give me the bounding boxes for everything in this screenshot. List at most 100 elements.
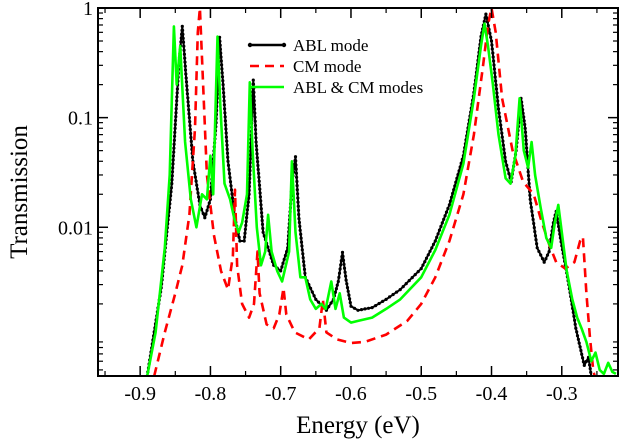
series-marker-abl-mode <box>168 198 172 202</box>
series-marker-abl-mode <box>188 120 192 124</box>
series-marker-abl-mode <box>224 123 228 127</box>
series-marker-abl-mode <box>359 308 364 312</box>
series-marker-abl-mode <box>544 257 548 261</box>
series-marker-abl-mode <box>294 159 298 163</box>
series-marker-abl-mode <box>218 39 222 43</box>
series-marker-abl-mode <box>222 103 226 107</box>
series-marker-abl-mode <box>484 12 488 16</box>
series-marker-abl-mode <box>254 136 258 140</box>
series-marker-abl-mode <box>299 240 304 244</box>
series-marker-abl-mode <box>254 132 258 136</box>
series-marker-abl-mode <box>254 140 258 144</box>
series-marker-abl-mode <box>296 204 300 208</box>
series-marker-abl-mode <box>340 250 345 254</box>
series-marker-abl-mode <box>363 307 367 311</box>
series-layer <box>145 8 617 376</box>
series-marker-abl-mode <box>170 178 174 182</box>
series-marker-abl-mode <box>244 219 248 224</box>
series-marker-abl-mode <box>184 76 188 80</box>
series-marker-abl-mode <box>228 180 233 184</box>
series-marker-abl-mode <box>221 83 225 87</box>
series-marker-abl-mode <box>296 208 301 212</box>
series-marker-abl-mode <box>196 191 200 195</box>
series-marker-abl-mode <box>187 108 191 112</box>
series-marker-abl-mode <box>395 290 399 294</box>
series-marker-abl-mode <box>174 107 178 111</box>
legend-label-abl-cm-modes: ABL & CM modes <box>293 78 423 97</box>
series-marker-abl-mode <box>172 146 176 150</box>
series-marker-abl-mode <box>492 63 496 67</box>
series-marker-abl-mode <box>577 341 581 345</box>
series-marker-abl-mode <box>535 246 539 250</box>
series-marker-abl-mode <box>261 230 265 234</box>
series-marker-abl-mode <box>300 248 304 252</box>
series-marker-abl-mode <box>224 131 228 135</box>
series-marker-abl-mode <box>252 99 256 103</box>
series-marker-abl-mode <box>187 112 191 116</box>
series-marker-abl-mode <box>195 183 199 187</box>
series-marker-abl-mode <box>224 127 228 131</box>
series-marker-abl-mode <box>173 130 177 134</box>
series-marker-abl-mode <box>183 64 187 68</box>
series-marker-abl-mode <box>220 71 224 75</box>
series-marker-abl-mode <box>293 155 298 159</box>
series-marker-abl-mode <box>540 257 545 261</box>
series-marker-abl-mode <box>297 212 301 217</box>
series-marker-abl-mode <box>295 184 299 188</box>
series-marker-abl-mode <box>189 131 193 136</box>
series-marker-abl-mode <box>181 32 185 36</box>
series-marker-abl-mode <box>243 231 247 235</box>
legend-label-cm-mode: CM mode <box>293 57 361 76</box>
series-marker-abl-mode <box>410 276 414 280</box>
series-marker-abl-mode <box>203 216 207 220</box>
series-marker-abl-mode <box>223 119 227 123</box>
y-axis-title: Transmission <box>6 125 33 259</box>
series-marker-abl-mode <box>581 356 585 360</box>
series-marker-abl-mode <box>251 78 255 82</box>
series-marker-abl-mode <box>424 256 429 260</box>
series-marker-abl-mode <box>388 295 392 299</box>
series-marker-abl-mode <box>493 75 497 79</box>
series-marker-abl-mode <box>246 204 250 208</box>
series-marker-abl-mode <box>456 173 460 177</box>
series-marker-abl-mode <box>245 216 249 220</box>
series-marker-abl-mode <box>491 55 495 59</box>
series-marker-abl-mode <box>238 239 242 243</box>
series-marker-abl-mode <box>174 115 178 119</box>
series-marker-abl-mode <box>495 91 499 95</box>
series-marker-abl-mode <box>329 301 333 305</box>
series-marker-abl-mode <box>295 179 299 184</box>
series-marker-abl-mode <box>180 24 184 28</box>
series-marker-abl-mode <box>426 253 430 257</box>
series-marker-abl-mode <box>219 51 223 55</box>
series-marker-abl-mode <box>346 289 350 293</box>
series-marker-abl-mode <box>285 250 289 254</box>
series-marker-abl-mode <box>173 118 178 123</box>
series-line-cm-mode <box>152 8 597 376</box>
series-marker-abl-mode <box>532 221 536 226</box>
series-marker-abl-mode <box>189 139 193 143</box>
series-marker-abl-mode <box>500 131 504 135</box>
series-marker-abl-mode <box>588 363 592 367</box>
series-marker-abl-mode <box>256 160 260 164</box>
series-marker-abl-mode <box>221 79 225 83</box>
series-marker-abl-mode <box>193 175 197 179</box>
series-marker-abl-mode <box>296 200 300 204</box>
series-marker-abl-mode <box>542 260 546 264</box>
series-marker-abl-mode <box>497 111 501 115</box>
series-marker-abl-mode <box>181 40 186 44</box>
series-marker-abl-mode <box>226 159 230 163</box>
series-marker-abl-mode <box>494 83 498 87</box>
series-marker-abl-mode <box>175 99 179 103</box>
series-marker-abl-mode <box>498 119 502 123</box>
series-marker-abl-mode <box>401 285 405 289</box>
series-marker-abl-mode <box>302 263 306 268</box>
series-marker-abl-mode <box>173 126 177 130</box>
series-marker-abl-mode <box>225 147 229 151</box>
series-marker-abl-mode <box>501 143 505 147</box>
series-marker-abl-mode <box>188 124 192 128</box>
plot-frame <box>97 7 619 377</box>
series-marker-abl-mode <box>237 235 241 239</box>
series-marker-abl-mode <box>296 192 300 196</box>
